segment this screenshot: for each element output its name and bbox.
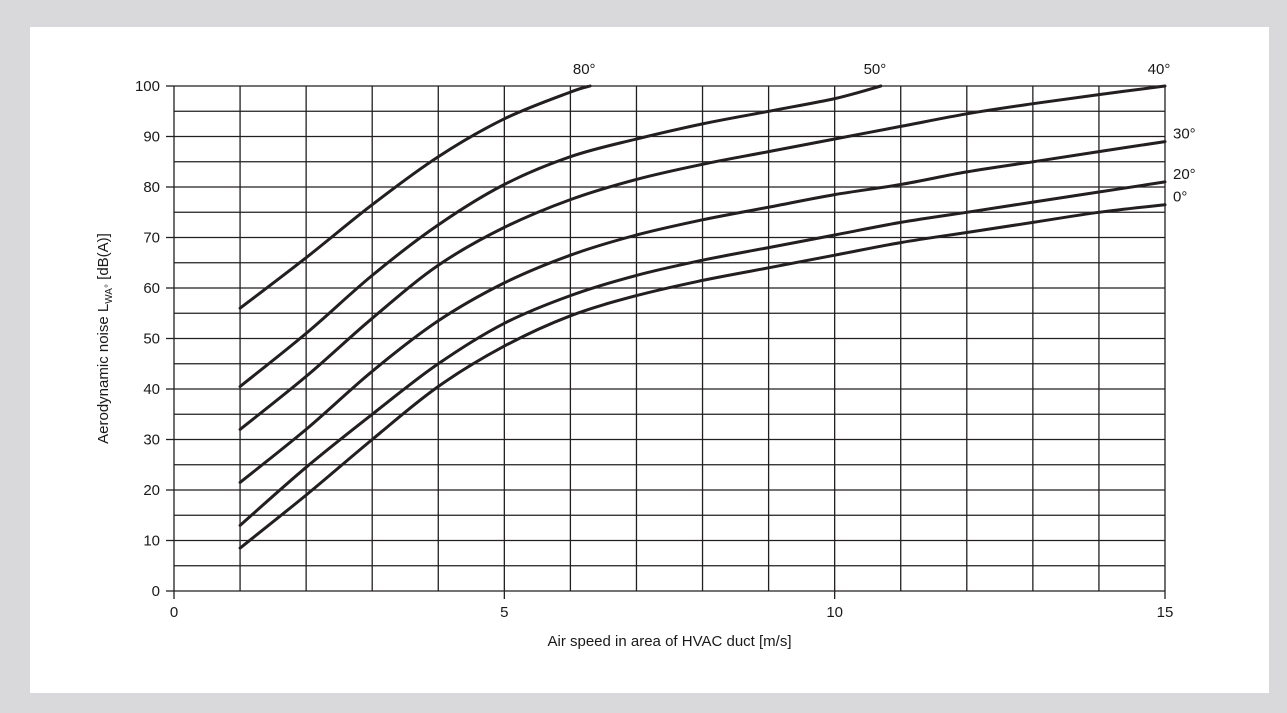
x-tick-label: 10 bbox=[826, 604, 843, 621]
series-label-1: 50° bbox=[864, 61, 887, 78]
y-tick-label: 0 bbox=[152, 583, 160, 600]
noise-chart: 0 10 20 30 40 50 60 70 80 90 100 0 5 10 15 80° 50° 40° 30… bbox=[95, 61, 1196, 650]
x-tick-label: 0 bbox=[170, 604, 178, 621]
y-tick-label: 10 bbox=[143, 533, 160, 550]
y-tick-label: 70 bbox=[143, 230, 160, 247]
grid bbox=[174, 85, 1166, 591]
y-axis-title-unit: [dB(A)] bbox=[95, 233, 112, 284]
series-line-2 bbox=[238, 84, 1167, 431]
y-tick-label: 80 bbox=[143, 179, 160, 196]
y-tick-label: 30 bbox=[143, 432, 160, 449]
series-line-5 bbox=[238, 203, 1167, 550]
tick-labels: 0 10 20 30 40 50 60 70 80 90 100 0 5 10 15 bbox=[135, 78, 1173, 621]
y-tick-label: 60 bbox=[143, 280, 160, 297]
series-line-4 bbox=[238, 180, 1167, 527]
series-line-3 bbox=[238, 140, 1167, 484]
series-label-2: 40° bbox=[1148, 61, 1171, 78]
chart-panel: 0 10 20 30 40 50 60 70 80 90 100 0 5 10 15 80° 50° 40° 30… bbox=[30, 27, 1269, 693]
series-line-0 bbox=[238, 84, 592, 310]
x-axis-title: Air speed in area of HVAC duct [m/s] bbox=[548, 633, 792, 650]
y-tick-label: 40 bbox=[143, 381, 160, 398]
series-label-0: 80° bbox=[573, 61, 596, 78]
y-tick-label: 50 bbox=[143, 331, 160, 348]
series-labels: 80° 50° 40° 30° 20° 0° bbox=[573, 61, 1196, 206]
series-label-3: 30° bbox=[1173, 126, 1196, 143]
y-axis-title-subscript: WA° bbox=[104, 284, 115, 304]
series-line-1 bbox=[238, 84, 883, 388]
y-tick-label: 100 bbox=[135, 78, 160, 95]
series-label-4: 20° bbox=[1173, 166, 1196, 183]
x-tick-label: 15 bbox=[1157, 604, 1174, 621]
x-tick-label: 5 bbox=[500, 604, 508, 621]
y-tick-label: 90 bbox=[143, 129, 160, 146]
series-lines bbox=[238, 84, 1167, 550]
y-axis-title-main: Aerodynamic noise L bbox=[95, 304, 112, 444]
series-label-5: 0° bbox=[1173, 189, 1187, 206]
y-axis-title: Aerodynamic noise LWA° [dB(A)] bbox=[95, 233, 115, 444]
y-tick-label: 20 bbox=[143, 482, 160, 499]
